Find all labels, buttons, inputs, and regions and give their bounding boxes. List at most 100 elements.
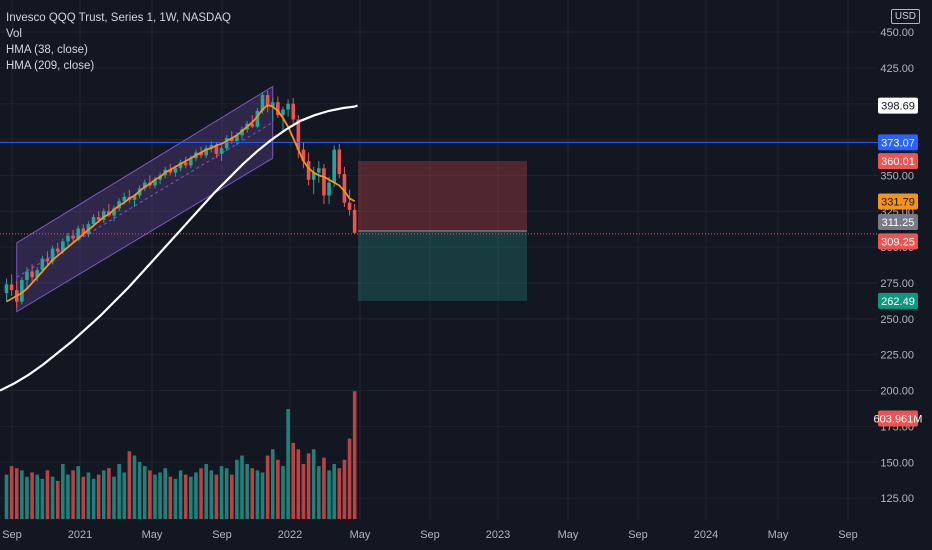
volume-bar [183,474,188,519]
volume-bar [240,455,244,519]
price-tick-label: 425.00 [880,63,914,75]
volume-bar [235,459,239,519]
legend-hma-slow[interactable]: HMA (209, close) [6,60,95,72]
candle-body [311,172,316,180]
price-tag-bg [878,214,918,231]
volume-bar [199,468,203,519]
candle-body [209,145,214,149]
volume-bar [224,468,229,519]
time-tick-label: 2024 [694,529,718,541]
volume-bar [276,459,280,519]
candle-body [55,248,60,252]
reward-zone [358,230,527,301]
volume-bar [286,409,290,519]
price-tick-label: 200.00 [880,386,914,398]
hma-slow-line [0,104,358,392]
time-tick-label: May [142,529,163,541]
price-tick-label: 225.00 [880,350,914,362]
legend-hma-fast[interactable]: HMA (38, close) [6,44,88,56]
channel-area [16,85,274,313]
time-tick-label: May [350,529,371,541]
volume-bar [255,470,260,519]
volume-bar [101,470,106,519]
price-tag-bg [878,233,918,250]
volume-bar [122,472,127,519]
price-tag-label: 311.25 [882,217,915,229]
price-tag-bg [878,410,918,427]
candle-body [71,235,75,239]
volume-bar [173,478,178,519]
volume-bar [178,470,183,519]
candle-body [50,248,55,262]
currency-button[interactable]: USD [890,9,920,24]
candle-body [132,195,137,200]
candle-body [322,168,326,196]
volume-bar [14,468,19,519]
volume-bar [163,468,168,519]
candle-body [342,173,347,203]
legend-symbol[interactable]: Invesco QQQ Trust, Series 1, 1W, NASDAQ [6,12,231,24]
candle-body [214,145,219,154]
volume-bar [158,472,162,519]
volume-bar [127,451,132,519]
candle-body [4,284,9,294]
price-tick-label: 275.00 [880,278,914,290]
candle-body [352,209,357,233]
candle-body [337,149,342,174]
candle-body [276,102,280,116]
time-tick-label: Sep [838,529,858,541]
volume-bar [4,474,9,519]
volume-bar [327,470,331,519]
candle-body [20,280,24,302]
volume-bar [250,468,255,519]
volume-bar [71,470,75,519]
time-tick-label: 2021 [68,529,92,541]
candle-body [168,169,173,173]
price-tick-label: 350.00 [880,170,914,182]
candle-body [347,202,352,210]
volume-bar [352,391,357,519]
candle-body [286,103,290,110]
volume-bar [296,449,301,519]
volume-bar [189,476,193,519]
price-channel[interactable] [16,85,274,313]
volume-bar [40,478,45,519]
legend-vol[interactable]: Vol [6,28,22,40]
candle-body [296,119,301,150]
price-tag-label: 398.69 [881,101,915,113]
candle-body [189,158,193,166]
volume-bar [107,468,111,519]
volume-bar [45,470,50,519]
candle-body [235,135,239,141]
candle-body [173,168,178,173]
candle-body [327,182,331,196]
candle-body [204,148,208,156]
hma-fast-line [6,104,356,303]
volume-bar [337,468,342,519]
candle-body [112,208,116,216]
candle-body [153,179,157,186]
volume-bar [214,474,219,519]
time-tick-label: 2022 [278,529,302,541]
price-tag-bg [878,193,918,210]
price-tick-label: 125.00 [880,493,914,505]
candle-body [183,162,188,166]
volume-bar [311,449,316,519]
candle-body [35,270,40,278]
price-tag-label: 331.79 [881,197,915,209]
candle-body [240,129,244,136]
volume-bar [86,472,91,519]
time-tick-label: Sep [212,529,232,541]
volume-bar [142,466,147,519]
candle-body [281,109,285,116]
volume-bar [25,476,29,519]
candle-body [332,149,336,183]
volume-bar [301,464,306,519]
candle-body [122,196,127,202]
candle-body [250,123,255,127]
short-position-tool[interactable] [358,161,527,301]
candle-body [9,284,14,291]
candle-body [291,103,296,120]
volume-bar [148,470,152,519]
